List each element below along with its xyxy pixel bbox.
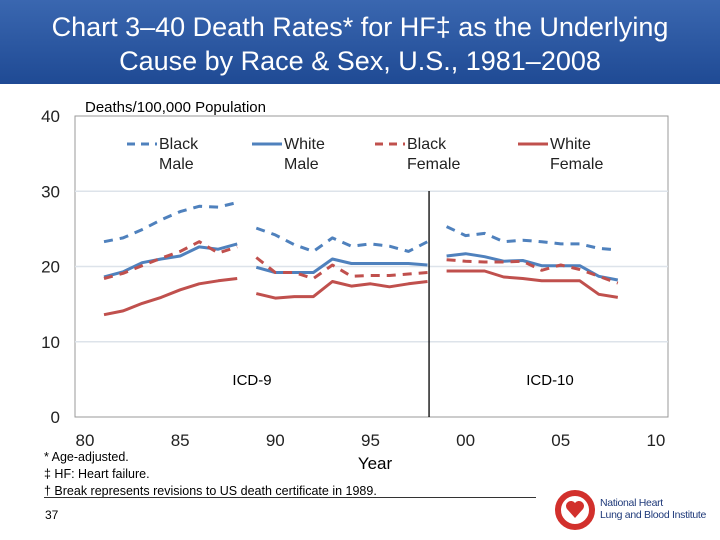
series-line-black-male	[445, 225, 618, 252]
y-tick-label: 0	[51, 408, 60, 427]
x-tick-label: 95	[361, 431, 380, 450]
legend-label: Male	[159, 156, 194, 173]
y-tick-label: 10	[41, 333, 60, 352]
heart-lung-logo-icon	[555, 490, 595, 530]
annotation-icd9: ICD-9	[232, 372, 271, 389]
y-axis-label: Deaths/100,000 Population	[85, 99, 266, 116]
legend-label: Black	[159, 136, 199, 153]
x-tick-label: 05	[551, 431, 570, 450]
series-line-white-female	[103, 277, 238, 317]
legend-label: White	[284, 136, 325, 153]
footnote-divider	[44, 497, 536, 498]
x-tick-label: 90	[266, 431, 285, 450]
series-line-black-female	[255, 256, 428, 280]
x-tick-label: 85	[171, 431, 190, 450]
legend-label: Female	[407, 156, 460, 173]
series-line-white-male	[103, 242, 238, 279]
slide-title: Chart 3–40 Death Rates* for HF‡ as the U…	[0, 0, 720, 84]
series-line-black-male	[103, 201, 238, 244]
x-axis-label: Year	[358, 454, 393, 473]
legend-label: Black	[407, 136, 447, 153]
x-tick-label: 00	[456, 431, 475, 450]
x-tick-label: 10	[646, 431, 665, 450]
page-number: 37	[45, 508, 59, 522]
series-line-black-female	[446, 258, 619, 285]
x-tick-label: 80	[76, 431, 95, 450]
y-tick-label: 40	[41, 107, 60, 126]
footnote-break: † Break represents revisions to US death…	[44, 484, 377, 498]
legend-label: Female	[550, 156, 603, 173]
footnote-age: * Age-adjusted.	[44, 450, 129, 464]
series-line-black-female	[103, 240, 238, 280]
annotation-icd10: ICD-10	[526, 372, 574, 389]
title-line-2: Cause by Race & Sex, U.S., 1981–2008	[119, 46, 601, 76]
footnote-hf: ‡ HF: Heart failure.	[44, 467, 150, 481]
series-line-white-male	[446, 252, 619, 282]
nhlbi-logo: National Heart Lung and Blood Institute	[555, 488, 707, 532]
series-line-white-female	[255, 280, 428, 300]
logo-line-1: National Heart	[600, 497, 663, 509]
legend-label: Male	[284, 156, 319, 173]
title-line-1: Chart 3–40 Death Rates* for HF‡ as the U…	[51, 12, 669, 42]
series-line-white-female	[446, 269, 619, 299]
legend-label: White	[550, 136, 591, 153]
y-tick-label: 20	[41, 258, 60, 277]
y-tick-label: 30	[41, 182, 60, 201]
logo-line-2: Lung and Blood Institute	[600, 509, 707, 521]
